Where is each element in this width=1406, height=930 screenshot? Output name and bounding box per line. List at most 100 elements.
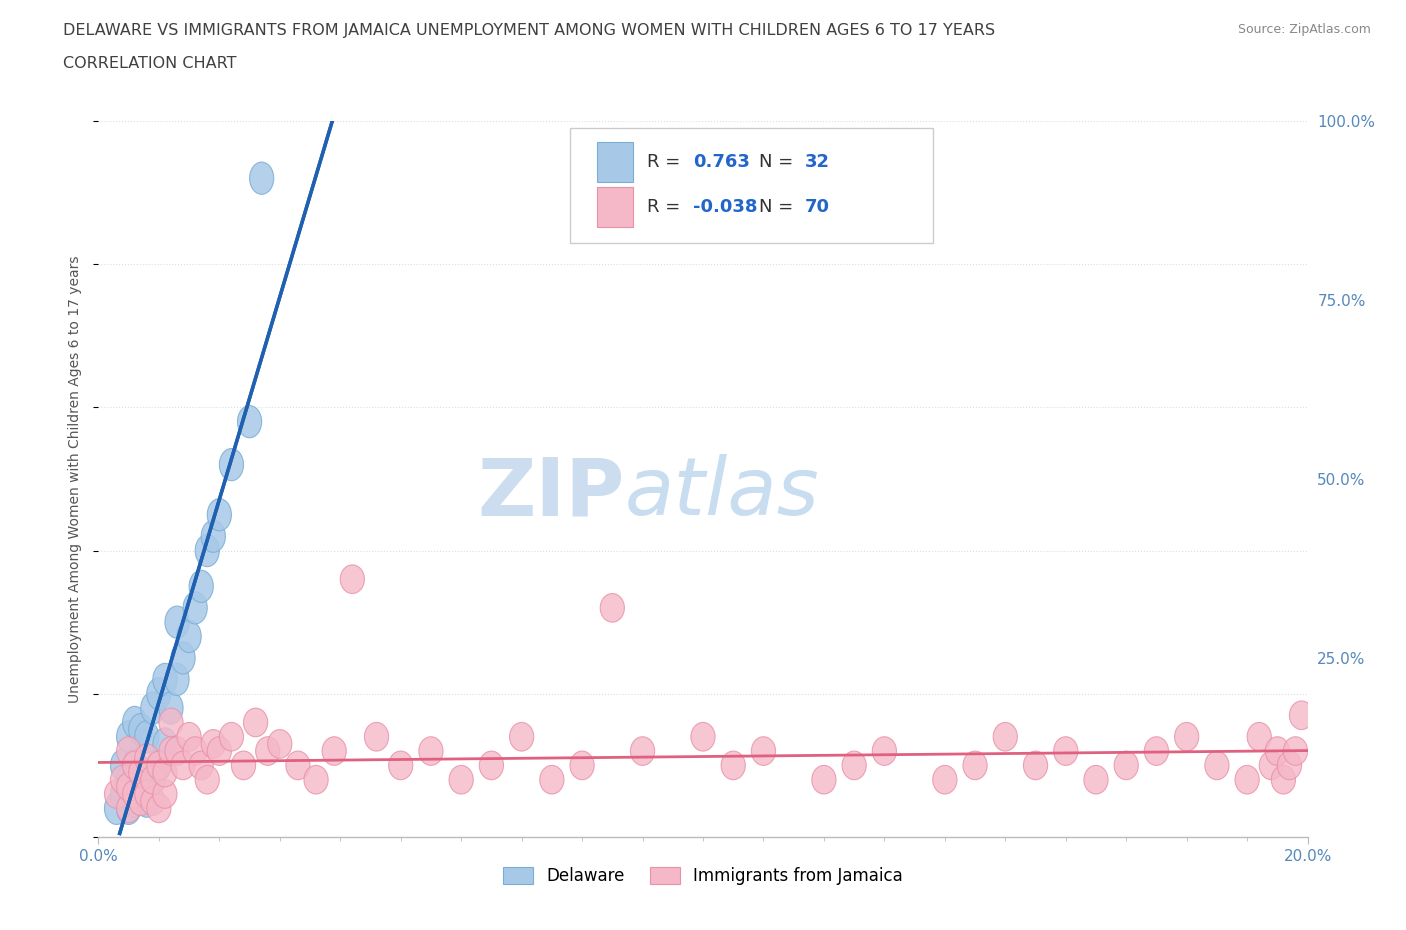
Ellipse shape — [146, 678, 172, 710]
Ellipse shape — [690, 723, 716, 751]
Ellipse shape — [141, 764, 165, 796]
Ellipse shape — [146, 794, 172, 823]
Ellipse shape — [135, 721, 159, 753]
Ellipse shape — [232, 751, 256, 779]
Ellipse shape — [842, 751, 866, 779]
Text: -0.038: -0.038 — [693, 198, 758, 216]
Ellipse shape — [304, 765, 328, 794]
Ellipse shape — [190, 751, 214, 779]
Ellipse shape — [190, 570, 214, 603]
Ellipse shape — [129, 756, 153, 789]
Text: 0.763: 0.763 — [693, 153, 751, 171]
Ellipse shape — [122, 779, 146, 808]
Ellipse shape — [146, 751, 172, 779]
Ellipse shape — [153, 758, 177, 787]
Ellipse shape — [932, 765, 957, 794]
Ellipse shape — [159, 737, 183, 765]
Ellipse shape — [963, 751, 987, 779]
Ellipse shape — [122, 751, 146, 779]
Ellipse shape — [111, 765, 135, 794]
Ellipse shape — [340, 565, 364, 593]
Legend: Delaware, Immigrants from Jamaica: Delaware, Immigrants from Jamaica — [495, 858, 911, 893]
Ellipse shape — [165, 663, 188, 696]
Ellipse shape — [267, 729, 292, 758]
Ellipse shape — [811, 765, 837, 794]
Ellipse shape — [111, 750, 135, 781]
Ellipse shape — [207, 498, 232, 531]
Text: 70: 70 — [804, 198, 830, 216]
Ellipse shape — [1114, 751, 1139, 779]
Ellipse shape — [872, 737, 897, 765]
Ellipse shape — [153, 663, 177, 696]
Ellipse shape — [285, 751, 311, 779]
Ellipse shape — [1278, 751, 1302, 779]
Ellipse shape — [364, 723, 388, 751]
Ellipse shape — [1053, 737, 1078, 765]
Ellipse shape — [159, 692, 183, 724]
Ellipse shape — [177, 620, 201, 653]
Ellipse shape — [104, 779, 129, 808]
Ellipse shape — [195, 535, 219, 566]
Ellipse shape — [509, 723, 534, 751]
Ellipse shape — [630, 737, 655, 765]
Ellipse shape — [219, 723, 243, 751]
Ellipse shape — [104, 792, 129, 825]
Ellipse shape — [207, 737, 232, 765]
Ellipse shape — [165, 737, 188, 765]
Ellipse shape — [111, 777, 135, 810]
Ellipse shape — [141, 692, 165, 724]
Ellipse shape — [721, 751, 745, 779]
Ellipse shape — [540, 765, 564, 794]
Ellipse shape — [243, 708, 267, 737]
Ellipse shape — [256, 737, 280, 765]
Ellipse shape — [1284, 737, 1308, 765]
Text: N =: N = — [759, 198, 799, 216]
Ellipse shape — [1260, 751, 1284, 779]
Bar — [596, 142, 633, 181]
Ellipse shape — [141, 765, 165, 794]
Ellipse shape — [141, 787, 165, 816]
FancyBboxPatch shape — [569, 128, 932, 243]
Text: 32: 32 — [804, 153, 830, 171]
Text: Source: ZipAtlas.com: Source: ZipAtlas.com — [1237, 23, 1371, 36]
Ellipse shape — [129, 758, 153, 787]
Ellipse shape — [449, 765, 474, 794]
Ellipse shape — [183, 591, 207, 624]
Ellipse shape — [419, 737, 443, 765]
Ellipse shape — [322, 737, 346, 765]
Ellipse shape — [122, 750, 146, 781]
Ellipse shape — [751, 737, 776, 765]
Ellipse shape — [1234, 765, 1260, 794]
Text: R =: R = — [647, 153, 686, 171]
Ellipse shape — [122, 706, 146, 738]
Ellipse shape — [388, 751, 413, 779]
Ellipse shape — [146, 750, 172, 781]
Text: R =: R = — [647, 198, 686, 216]
Ellipse shape — [1205, 751, 1229, 779]
Ellipse shape — [135, 785, 159, 817]
Ellipse shape — [135, 779, 159, 808]
Ellipse shape — [1247, 723, 1271, 751]
Ellipse shape — [1174, 723, 1199, 751]
Ellipse shape — [172, 751, 195, 779]
Ellipse shape — [129, 787, 153, 816]
Ellipse shape — [238, 405, 262, 438]
Ellipse shape — [129, 713, 153, 746]
Text: DELAWARE VS IMMIGRANTS FROM JAMAICA UNEMPLOYMENT AMONG WOMEN WITH CHILDREN AGES : DELAWARE VS IMMIGRANTS FROM JAMAICA UNEM… — [63, 23, 995, 38]
Ellipse shape — [479, 751, 503, 779]
Ellipse shape — [1265, 737, 1289, 765]
Ellipse shape — [1289, 701, 1313, 730]
Ellipse shape — [135, 744, 159, 773]
Text: ZIP: ZIP — [477, 454, 624, 532]
Text: N =: N = — [759, 153, 799, 171]
Ellipse shape — [993, 723, 1018, 751]
Ellipse shape — [219, 448, 243, 481]
Ellipse shape — [159, 708, 183, 737]
Ellipse shape — [117, 792, 141, 825]
Ellipse shape — [117, 764, 141, 796]
Ellipse shape — [183, 737, 207, 765]
Y-axis label: Unemployment Among Women with Children Ages 6 to 17 years: Unemployment Among Women with Children A… — [69, 255, 83, 703]
Ellipse shape — [600, 593, 624, 622]
Ellipse shape — [117, 721, 141, 753]
Ellipse shape — [117, 794, 141, 823]
